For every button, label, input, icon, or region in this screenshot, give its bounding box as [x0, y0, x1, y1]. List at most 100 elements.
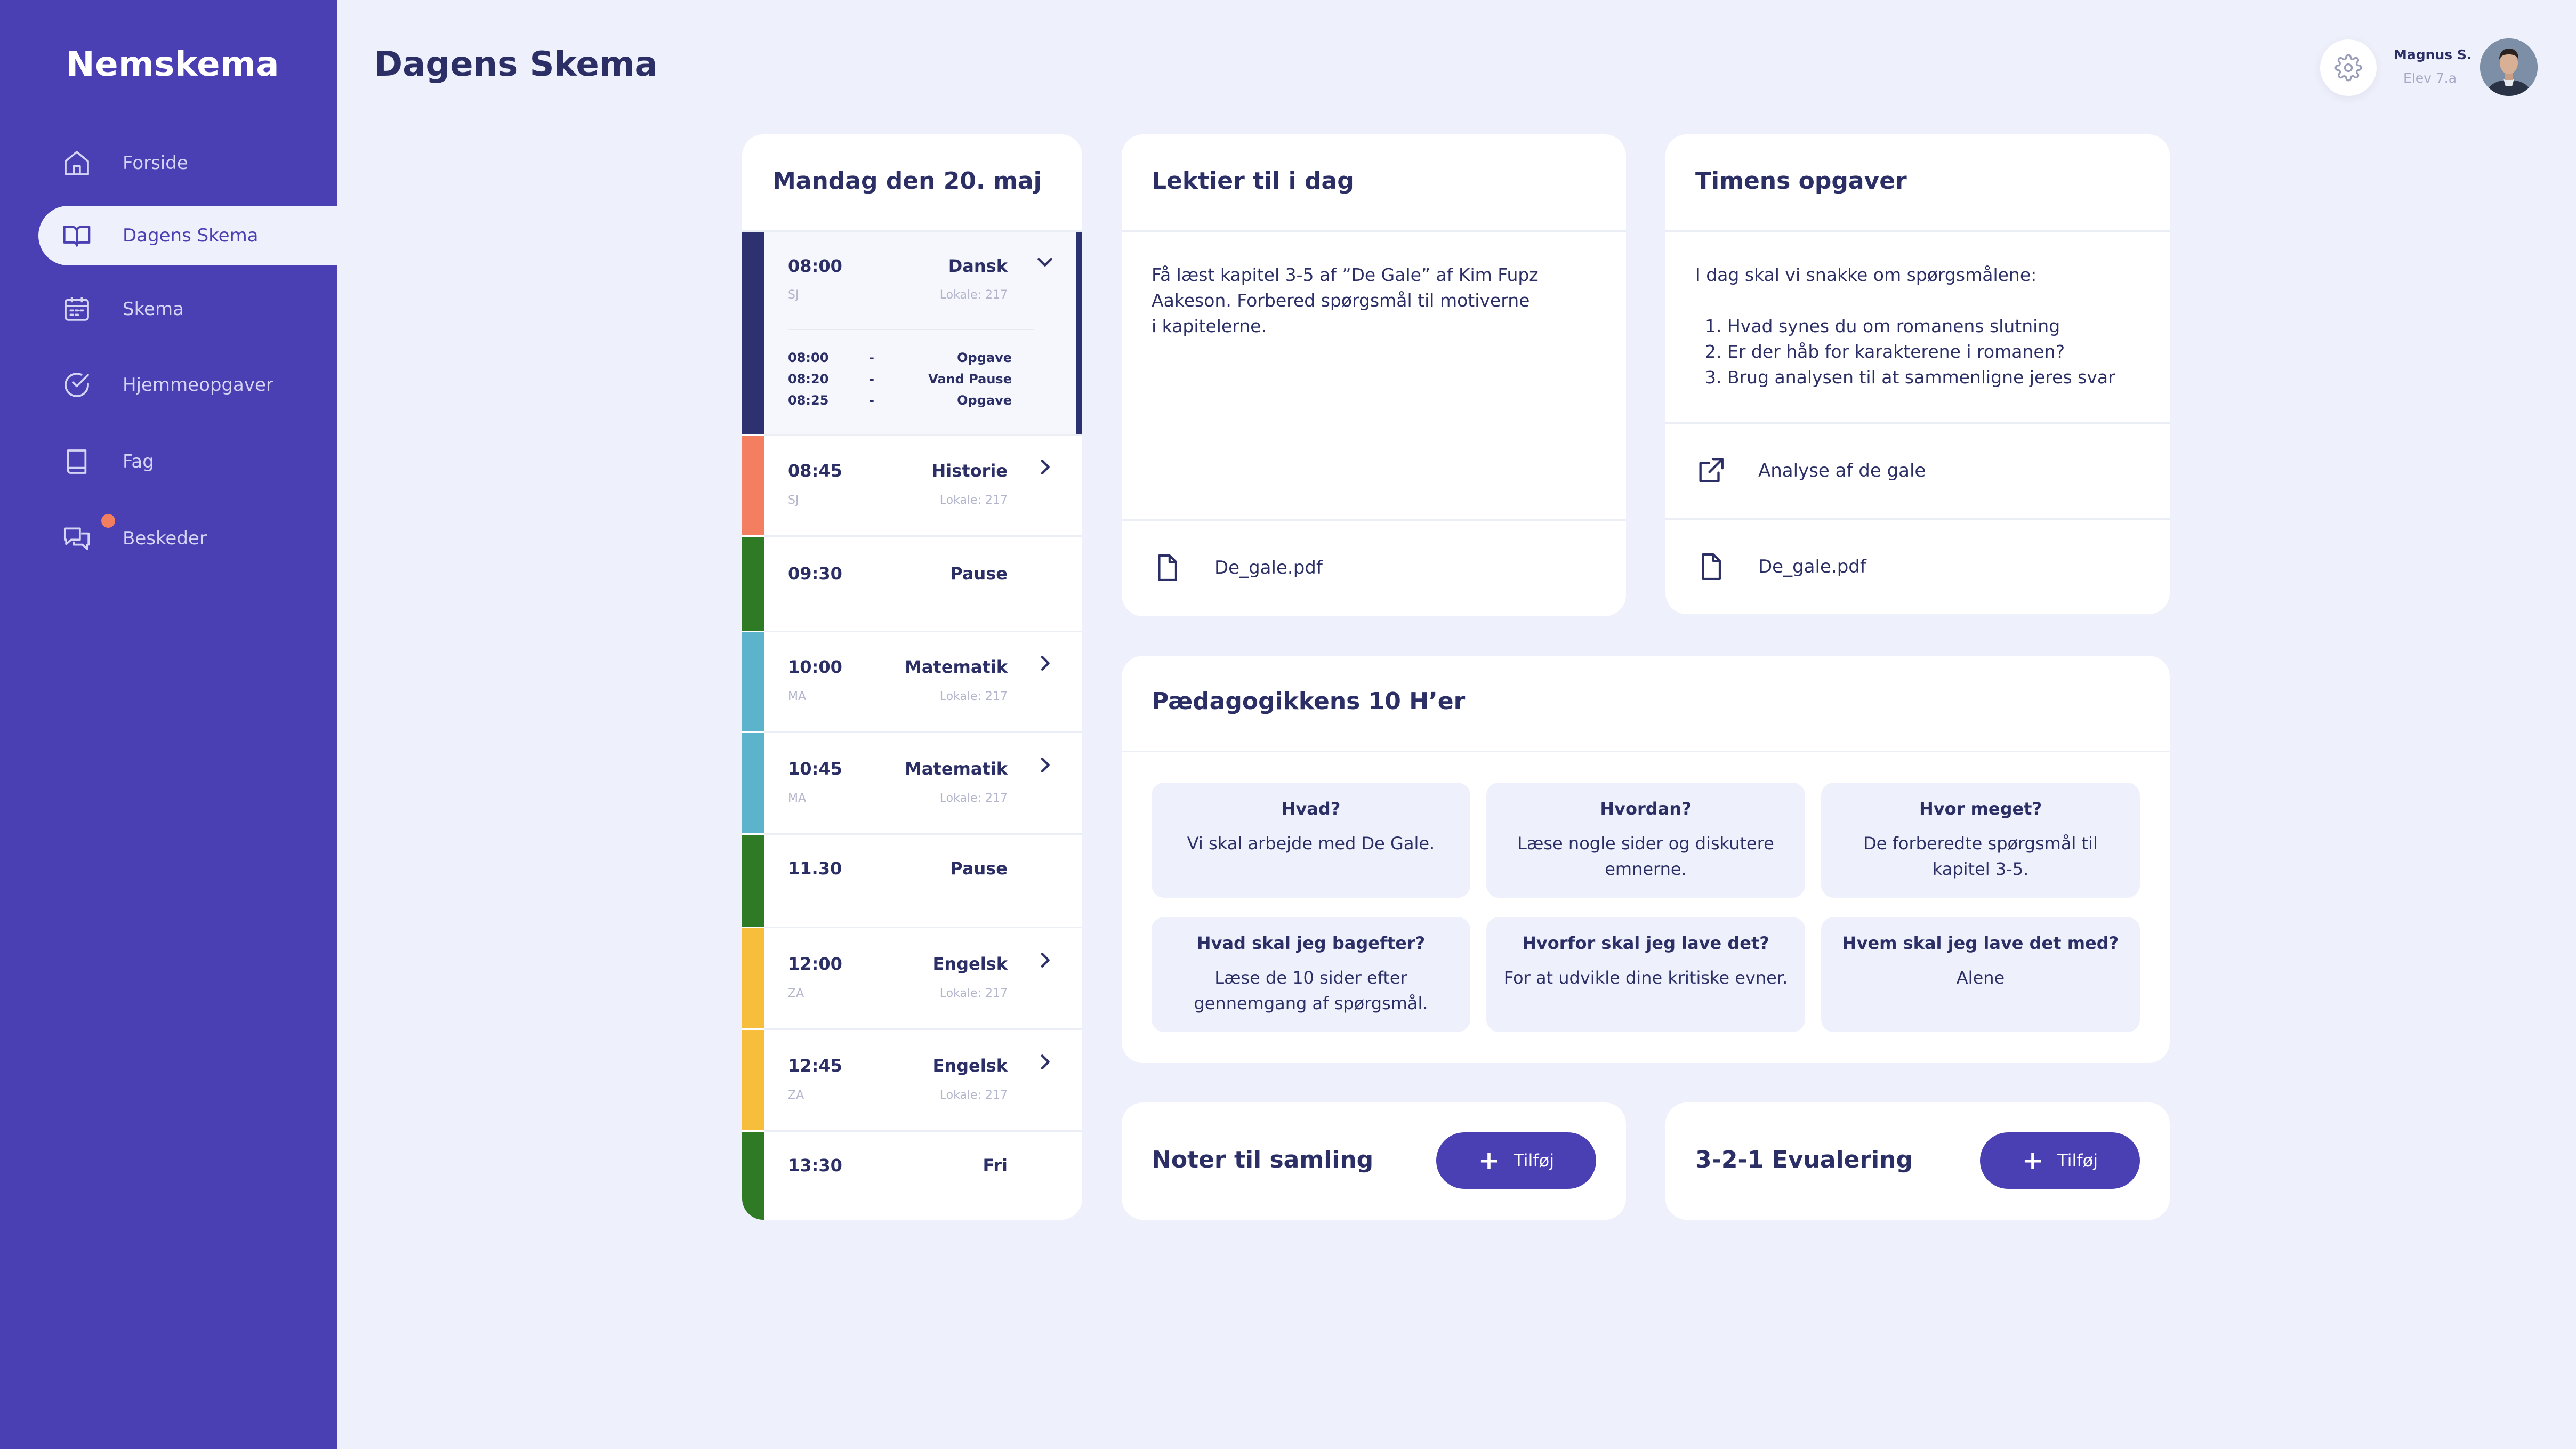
subitem-time: 08:00 — [788, 350, 829, 365]
calendar-icon — [62, 294, 92, 324]
homework-line: Aakeson. Forbered spørgsmål til motivern… — [1152, 290, 1530, 311]
lesson-time: 13:30 — [788, 1155, 842, 1176]
h-answer: Læse de 10 sider efter gennemgang af spø… — [1194, 968, 1428, 1013]
lesson-subject: Fri — [983, 1155, 1008, 1176]
add-button-label: Tilføj — [1514, 1150, 1555, 1171]
divider — [788, 329, 1034, 330]
h-question: Hvor meget? — [1919, 799, 2042, 819]
home-icon — [62, 148, 92, 178]
app-logo: Nemskema — [66, 45, 279, 84]
sidebar: Nemskema Forside Dagens Skema Skema Hjem… — [0, 0, 337, 1449]
evaluation-title: 3-2-1 Evualering — [1695, 1146, 1913, 1173]
avatar[interactable] — [2480, 38, 2538, 96]
h-answer: Læse nogle sider og diskutere emnerne. — [1517, 833, 1774, 879]
file-name: De_gale.pdf — [1758, 556, 1866, 577]
plus-icon: + — [2022, 1146, 2044, 1176]
sidebar-item-fag[interactable]: Fag — [38, 432, 337, 492]
link-label: Analyse af de gale — [1758, 460, 1926, 481]
lesson-color-bar — [742, 232, 764, 434]
lesson-color-bar — [742, 928, 764, 1028]
add-evaluation-button[interactable]: + Tilføj — [1980, 1132, 2140, 1189]
task-item: 3. Brug analysen til at sammenligne jere… — [1705, 367, 2115, 388]
user-role: Elev 7.a — [2403, 70, 2457, 86]
sidebar-item-beskeder[interactable]: Beskeder — [38, 509, 337, 568]
lesson-room: Lokale: 217 — [939, 494, 1008, 507]
homework-file-link[interactable]: De_gale.pdf — [1152, 551, 1323, 584]
notes-title: Noter til samling — [1152, 1146, 1374, 1173]
divider — [1665, 518, 2170, 520]
homework-title: Lektier til i dag — [1152, 167, 1354, 195]
h-answer: Vi skal arbejde med De Gale. — [1187, 833, 1435, 854]
lesson-time: 09:30 — [788, 564, 842, 584]
h-tile-bagefter: Hvad skal jeg bagefter? Læse de 10 sider… — [1152, 917, 1470, 1032]
tasks-intro: I dag skal vi snakke om spørgsmålene: — [1695, 264, 2037, 285]
lesson-selected-indicator — [1076, 232, 1082, 434]
lesson-teacher: SJ — [788, 494, 799, 507]
lesson-row[interactable]: 10:45 Matematik MA Lokale: 217 — [742, 733, 1082, 833]
sidebar-item-label: Dagens Skema — [123, 225, 259, 246]
divider — [1122, 519, 1626, 521]
subitem-activity: Opgave — [957, 393, 1012, 408]
chevron-right-icon[interactable] — [1034, 653, 1056, 674]
tasks-card: Timens opgaver I dag skal vi snakke om s… — [1665, 134, 2170, 614]
settings-button[interactable] — [2320, 39, 2377, 96]
sidebar-item-label: Hjemmeopgaver — [123, 374, 273, 396]
analysis-link[interactable]: Analyse af de gale — [1695, 454, 1926, 487]
h-question: Hvad? — [1281, 799, 1341, 819]
h-tile-hvordan: Hvordan? Læse nogle sider og diskutere e… — [1486, 783, 1805, 898]
h-tile-hvad: Hvad? Vi skal arbejde med De Gale. — [1152, 783, 1470, 898]
page-title: Dagens Skema — [374, 45, 658, 84]
h-tile-hvem: Hvem skal jeg lave det med? Alene — [1821, 917, 2140, 1032]
sidebar-item-label: Beskeder — [123, 528, 207, 549]
lesson-row[interactable]: 08:45 Historie SJ Lokale: 217 — [742, 436, 1082, 535]
divider — [764, 434, 1082, 436]
lesson-color-bar — [742, 436, 764, 535]
sidebar-item-dagens-skema[interactable]: Dagens Skema — [38, 206, 337, 265]
h-tile-hvor-meget: Hvor meget? De forberedte spørgsmål til … — [1821, 783, 2140, 898]
lesson-row[interactable]: 12:45 Engelsk ZA Lokale: 217 — [742, 1030, 1082, 1130]
add-note-button[interactable]: + Tilføj — [1436, 1132, 1596, 1189]
chevron-right-icon[interactable] — [1034, 1051, 1056, 1073]
lesson-teacher: MA — [788, 792, 807, 805]
lesson-row[interactable]: 12:00 Engelsk ZA Lokale: 217 — [742, 928, 1082, 1028]
lesson-room: Lokale: 217 — [939, 987, 1008, 1000]
lesson-color-bar — [742, 733, 764, 833]
lesson-time: 12:00 — [788, 954, 842, 974]
check-circle-icon — [62, 370, 92, 400]
divider — [764, 535, 1082, 537]
lesson-color-bar — [742, 1030, 764, 1130]
divider — [742, 230, 1082, 232]
chevron-down-icon[interactable] — [1034, 251, 1056, 272]
chevron-right-icon[interactable] — [1034, 456, 1056, 478]
lesson-color-bar — [742, 835, 764, 927]
tasks-file-link[interactable]: De_gale.pdf — [1695, 550, 1866, 583]
lesson-time: 11.30 — [788, 858, 842, 879]
lesson-row[interactable]: 10:00 Matematik MA Lokale: 217 — [742, 632, 1082, 731]
lesson-time: 12:45 — [788, 1056, 842, 1076]
lesson-subject: Engelsk — [932, 954, 1008, 974]
notes-card: Noter til samling + Tilføj — [1122, 1102, 1626, 1220]
lesson-time: 10:45 — [788, 759, 842, 779]
sidebar-item-forside[interactable]: Forside — [38, 133, 337, 193]
sidebar-item-hjemmeopgaver[interactable]: Hjemmeopgaver — [38, 355, 337, 415]
h-question: Hvem skal jeg lave det med? — [1842, 933, 2119, 953]
divider — [764, 927, 1082, 928]
lesson-room: Lokale: 217 — [939, 792, 1008, 805]
chevron-right-icon[interactable] — [1034, 949, 1056, 971]
lesson-room: Lokale: 217 — [939, 690, 1008, 703]
open-book-icon — [62, 221, 92, 251]
lesson-time: 10:00 — [788, 657, 842, 677]
divider — [764, 1028, 1082, 1030]
user-name: Magnus S. — [2394, 47, 2472, 62]
sidebar-item-skema[interactable]: Skema — [38, 279, 337, 339]
divider — [1122, 230, 1626, 232]
lesson-row[interactable]: 08:00 Dansk SJ Lokale: 217 08:00 - Opgav… — [742, 232, 1082, 434]
lesson-time: 08:00 — [788, 256, 842, 276]
chevron-right-icon[interactable] — [1034, 754, 1056, 776]
lesson-subject: Matematik — [905, 657, 1008, 677]
h-answer: Alene — [1956, 968, 2005, 988]
divider — [764, 631, 1082, 632]
tasks-text: I dag skal vi snakke om spørgsmålene: 1.… — [1695, 262, 2154, 390]
task-item: 1. Hvad synes du om romanens slutning — [1705, 316, 2060, 336]
homework-text: Få læst kapitel 3-5 af ”De Gale” af Kim … — [1152, 262, 1599, 339]
